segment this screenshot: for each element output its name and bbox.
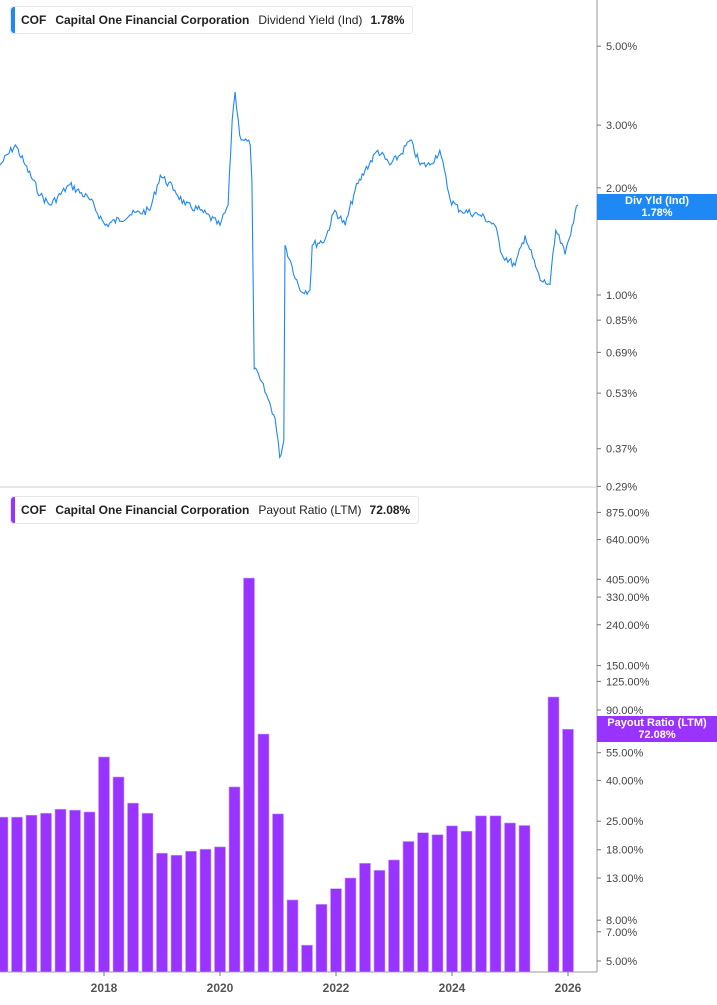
x-tick-label: 2026 — [555, 981, 582, 995]
legend-value: 72.08% — [369, 503, 411, 517]
y-tick-label: 7.00% — [606, 927, 637, 939]
payout-bar — [475, 815, 487, 973]
payout-bar — [402, 841, 415, 973]
payout-bar — [344, 877, 357, 973]
payout-bar — [301, 944, 313, 973]
series-color-marker — [11, 7, 15, 33]
payout-bar — [214, 846, 226, 973]
y-tick-label: 0.69% — [606, 347, 637, 359]
y-tick-label: 2.00% — [606, 183, 637, 195]
y-tick-label: 3.00% — [606, 120, 637, 132]
series-color-marker — [11, 497, 15, 523]
payout-bar — [127, 802, 139, 973]
payout-bar — [373, 870, 386, 973]
payout-bar — [286, 899, 299, 973]
legend-company: Capital One Financial Corporation — [55, 503, 250, 517]
legend-value: 1.78% — [370, 13, 405, 27]
payout-bar — [359, 862, 371, 973]
payout-bar — [156, 852, 168, 973]
y-tick-label: 5.00% — [606, 956, 637, 968]
legend-dividend-yield[interactable]: COF Capital One Financial Corporation Di… — [10, 6, 414, 34]
payout-bar — [199, 848, 212, 973]
payout-bar — [315, 904, 328, 973]
legend-metric: Dividend Yield (Ind) — [258, 13, 363, 27]
y-tick-label: 0.85% — [606, 315, 637, 327]
payout-bar — [141, 812, 154, 973]
y-tick-label: 1.00% — [606, 290, 637, 302]
legend-company: Capital One Financial Corporation — [55, 13, 250, 27]
y-tick-label: 240.00% — [606, 620, 650, 632]
dividend-yield-price-tag: Div Yld (Ind) 1.78% — [597, 194, 717, 220]
payout-bar — [243, 577, 255, 973]
y-tick-label: 125.00% — [606, 676, 650, 688]
y-tick-label: 13.00% — [606, 873, 644, 885]
payout-bar — [54, 808, 67, 973]
y-tick-label: 0.37% — [606, 444, 637, 456]
legend-ticker: COF — [21, 13, 47, 27]
x-tick-label: 2022 — [323, 981, 350, 995]
payout-bar — [562, 728, 574, 973]
y-tick-label: 330.00% — [606, 592, 650, 604]
payout-bar — [98, 756, 110, 973]
payout-bar — [547, 696, 560, 973]
x-tick-label: 2020 — [207, 981, 234, 995]
y-tick-label: 55.00% — [606, 748, 644, 760]
payout-bar — [83, 811, 96, 973]
y-tick-label: 875.00% — [606, 507, 650, 519]
y-tick-label: 640.00% — [606, 535, 650, 547]
payout-bar — [417, 832, 429, 973]
payout-bar — [330, 888, 342, 973]
tag-value: 72.08% — [638, 729, 676, 741]
payout-bar — [388, 859, 400, 973]
payout-bar — [257, 733, 270, 973]
payout-bar — [11, 816, 23, 973]
y-tick-label: 150.00% — [606, 661, 650, 673]
payout-bar — [170, 854, 183, 973]
payout-bar — [69, 809, 81, 973]
payout-bar — [504, 822, 516, 973]
payout-ratio-price-tag: Payout Ratio (LTM) 72.08% — [597, 716, 717, 742]
payout-bar — [228, 786, 241, 973]
payout-bar — [25, 814, 38, 973]
payout-bar — [0, 816, 9, 973]
payout-bar — [185, 850, 197, 973]
tag-value: 1.78% — [641, 207, 673, 219]
payout-bar — [518, 825, 531, 973]
tag-label: Div Yld (Ind) — [625, 195, 689, 207]
payout-bar — [446, 825, 458, 973]
y-tick-label: 25.00% — [606, 816, 644, 828]
y-tick-label: 18.00% — [606, 845, 644, 857]
payout-bar — [431, 834, 444, 973]
payout-bar — [489, 815, 502, 973]
tag-label: Payout Ratio (LTM) — [607, 717, 707, 729]
payout-bar — [112, 776, 125, 973]
payout-bar — [460, 830, 473, 973]
legend-payout-ratio[interactable]: COF Capital One Financial Corporation Pa… — [10, 496, 420, 524]
y-tick-label: 8.00% — [606, 915, 637, 927]
y-tick-label: 0.29% — [606, 481, 637, 493]
legend-metric: Payout Ratio (LTM) — [258, 503, 362, 517]
y-tick-label: 0.53% — [606, 388, 637, 400]
x-tick-label: 2018 — [91, 981, 118, 995]
payout-bar — [40, 812, 52, 973]
legend-ticker: COF — [21, 503, 47, 517]
y-tick-label: 405.00% — [606, 574, 650, 586]
y-tick-label: 40.00% — [606, 775, 644, 787]
payout-bar — [272, 813, 284, 973]
y-tick-label: 5.00% — [606, 41, 637, 53]
x-tick-label: 2024 — [439, 981, 466, 995]
y-tick-label: 90.00% — [606, 705, 644, 717]
dividend-yield-line — [0, 91, 579, 460]
